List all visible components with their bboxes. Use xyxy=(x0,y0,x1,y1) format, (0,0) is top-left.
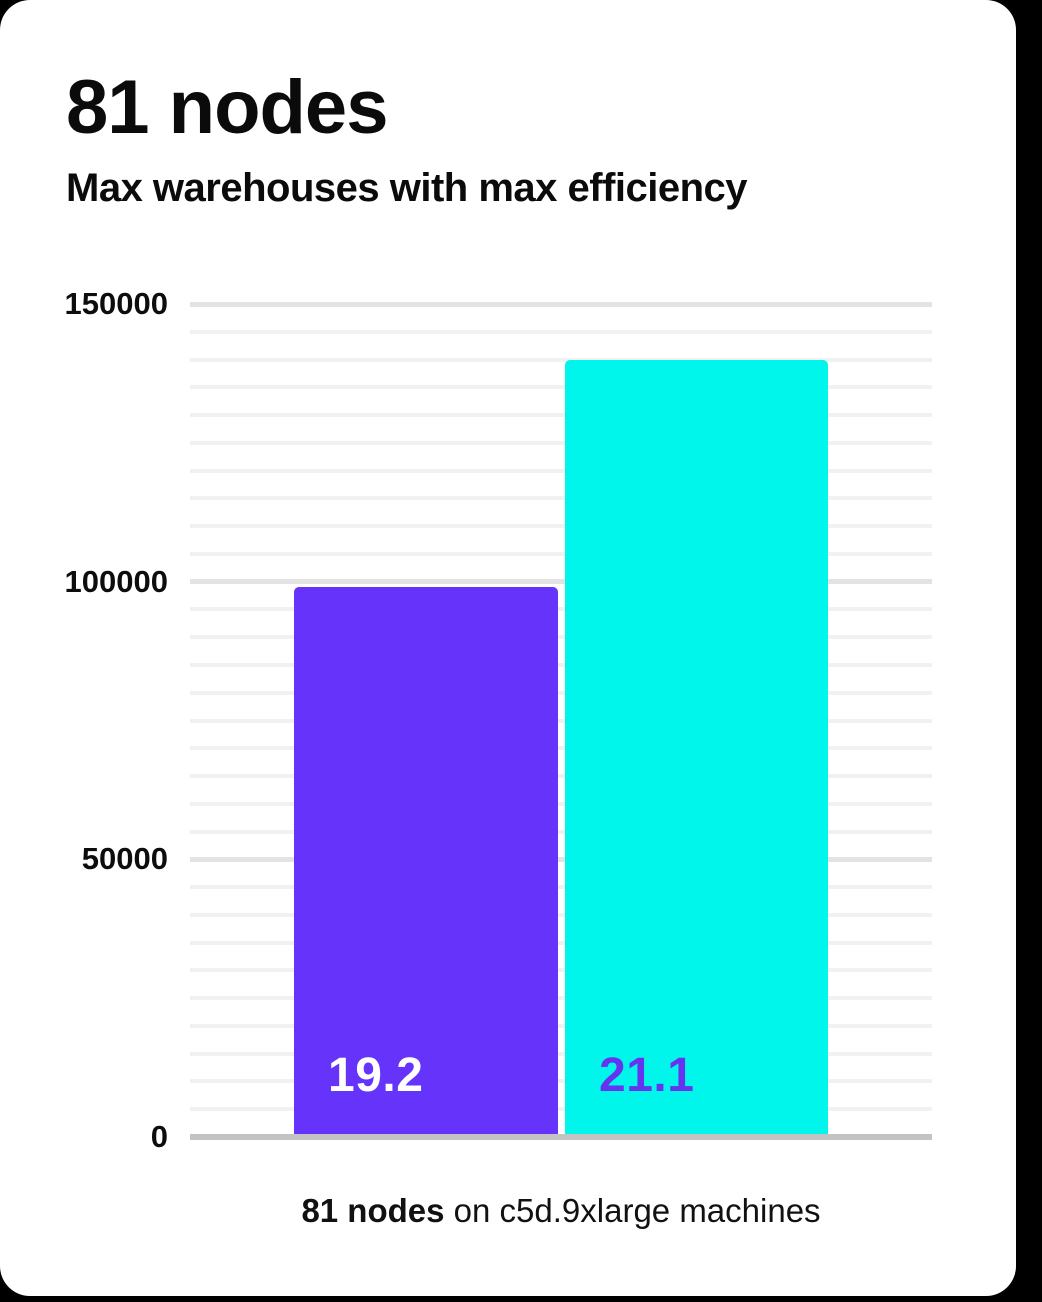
minor-gridline-85000 xyxy=(190,662,932,667)
minor-gridline-80000 xyxy=(190,690,932,695)
x-axis-baseline xyxy=(190,1134,932,1140)
bar-v19.2: 19.2 xyxy=(294,587,558,1137)
caption-bold-text: 81 nodes xyxy=(301,1192,445,1229)
minor-gridline-25000 xyxy=(190,996,932,1001)
minor-gridline-60000 xyxy=(190,801,932,806)
minor-gridline-105000 xyxy=(190,551,932,556)
minor-gridline-75000 xyxy=(190,718,932,723)
minor-gridline-130000 xyxy=(190,413,932,418)
minor-gridline-95000 xyxy=(190,607,932,612)
y-tick-label-50000: 50000 xyxy=(81,841,168,877)
bar-value-label-21.1: 21.1 xyxy=(599,1049,695,1102)
chart-caption: 81 nodes on c5d.9xlarge machines xyxy=(190,1192,932,1230)
minor-gridline-65000 xyxy=(190,774,932,779)
y-tick-label-150000: 150000 xyxy=(64,286,168,321)
minor-gridline-55000 xyxy=(190,829,932,834)
major-gridline-150000 xyxy=(190,301,932,307)
minor-gridline-5000 xyxy=(190,1107,932,1112)
minor-gridline-135000 xyxy=(190,385,932,390)
chart-subtitle: Max warehouses with max efficiency xyxy=(66,166,748,210)
chart-card: 81 nodes Max warehouses with max efficie… xyxy=(0,0,1016,1296)
bar-value-label-19.2: 19.2 xyxy=(328,1049,424,1102)
minor-gridline-15000 xyxy=(190,1051,932,1056)
minor-gridline-140000 xyxy=(190,357,932,362)
minor-gridline-145000 xyxy=(190,329,932,334)
y-tick-label-0: 0 xyxy=(150,1119,168,1154)
minor-gridline-35000 xyxy=(190,940,932,945)
minor-gridline-10000 xyxy=(190,1079,932,1084)
chart-title: 81 nodes xyxy=(66,65,388,150)
minor-gridline-90000 xyxy=(190,635,932,640)
minor-gridline-110000 xyxy=(190,524,932,529)
bar-chart-plot-area: 19.2 21.1 xyxy=(190,301,932,1140)
minor-gridline-115000 xyxy=(190,496,932,501)
bar-v21.1: 21.1 xyxy=(565,359,828,1137)
minor-gridline-45000 xyxy=(190,885,932,890)
major-gridline-50000 xyxy=(190,856,932,862)
major-gridline-100000 xyxy=(190,579,932,585)
minor-gridline-125000 xyxy=(190,440,932,445)
minor-gridline-40000 xyxy=(190,912,932,917)
minor-gridline-20000 xyxy=(190,1023,932,1028)
minor-gridline-120000 xyxy=(190,468,932,473)
minor-gridline-30000 xyxy=(190,968,932,973)
y-tick-label-100000: 100000 xyxy=(64,563,168,599)
minor-gridline-70000 xyxy=(190,746,932,751)
caption-regular-text: on c5d.9xlarge machines xyxy=(444,1192,821,1229)
